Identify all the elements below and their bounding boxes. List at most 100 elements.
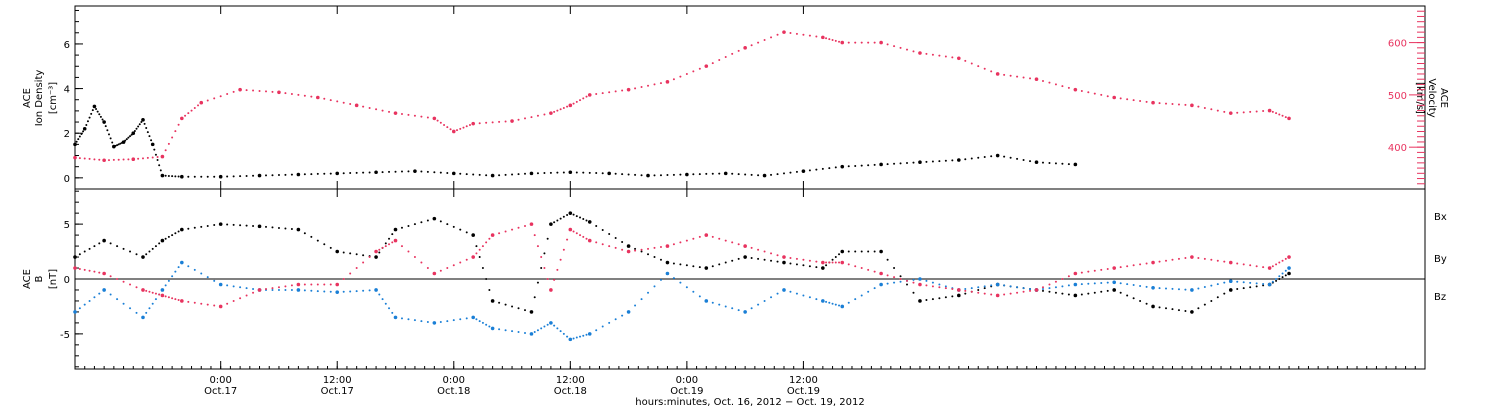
by-point [711,301,714,304]
legend: Bx By Bz [1434,212,1447,303]
bx-point [391,233,394,236]
legend-bz: Bz [1434,292,1446,303]
density-point [109,137,112,140]
velocity-point [944,55,947,58]
bx-point [951,295,954,298]
velocity-point [342,101,345,104]
density-point [101,118,104,121]
bz-point [860,267,863,270]
velocity-point [828,38,831,41]
velocity-point [1054,83,1057,86]
bz-point [1073,271,1078,276]
bx-point [384,242,387,245]
velocity-point [1177,103,1180,106]
bx-point [355,253,358,256]
bz-point [1249,264,1252,267]
density-point [478,173,481,176]
bx-point [587,220,592,224]
bz-point [355,267,358,270]
bz-point [167,296,170,299]
by-point [692,290,695,293]
density-point [433,171,436,174]
density-point [127,136,130,139]
bz-point [1228,260,1233,265]
bx-point [977,288,980,291]
velocity-point [601,92,604,95]
velocity-point [498,120,501,123]
by-point [983,285,986,288]
bz-point [556,268,559,271]
velocity-point [834,39,837,42]
by-point [1281,272,1284,275]
by-point [393,315,398,320]
bx-point [148,250,151,253]
by-point [543,325,546,328]
by-point [439,320,442,323]
by-point [1262,282,1265,285]
bx-point [432,216,437,221]
bx-point [393,227,398,232]
velocity-point [886,43,889,46]
bx-point [1249,286,1252,289]
velocity-point [789,32,792,35]
by-point [1145,285,1148,288]
velocity-point [1132,99,1135,102]
velocity-point [665,80,670,84]
velocity-point [238,87,242,92]
bz-point [1262,266,1265,269]
bz-point [452,264,455,267]
density-point [420,170,423,173]
bz-point [815,260,818,263]
by-point [582,334,585,337]
by-point [614,318,617,321]
velocity-point [226,93,229,96]
by-point [789,290,792,293]
by-point [93,296,96,299]
bz-point [384,245,387,248]
by-point [290,288,293,291]
velocity-point [517,118,520,121]
bz-point [511,228,514,231]
density-point [451,171,456,176]
bz-point [585,237,588,240]
by-point [757,303,760,306]
by-point [73,310,77,314]
velocity-point [112,158,115,161]
bx-point [1119,291,1122,294]
by-point [1067,284,1070,287]
bz-point [692,237,695,240]
by-point [718,303,721,306]
by-point [970,287,973,290]
density-point [303,173,306,176]
by-point [964,288,967,291]
density-point [141,118,145,122]
bx-point [174,232,177,235]
density-point [672,173,675,176]
velocity-point [451,129,456,134]
bz-point [579,234,582,237]
bx-point [193,226,196,229]
bz-point [257,288,262,292]
velocity-point [912,50,915,53]
by-point [109,293,112,296]
bz-point [626,249,631,254]
bx-point [93,245,96,248]
density-point [160,173,165,178]
by-point [355,290,358,293]
bz-point [232,299,235,302]
bz-point [1087,270,1090,273]
velocity-point [393,111,398,115]
velocity-point [362,105,365,108]
bz-point [151,291,154,294]
by-point [218,282,223,287]
density-point [316,172,319,175]
bz-point [938,286,941,289]
density-point [146,131,149,134]
density-point [342,172,345,175]
density-point [362,171,365,174]
density-point [723,171,728,176]
velocity-point [1100,93,1103,96]
velocity-point [245,89,248,92]
bz-point [1106,267,1109,270]
velocity-point [510,119,514,123]
